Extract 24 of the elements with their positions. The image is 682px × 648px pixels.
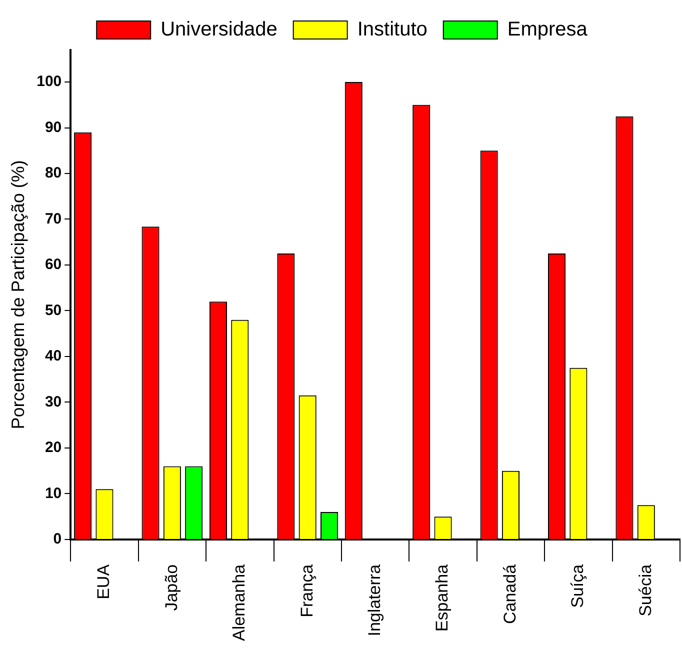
- y-tick-label: 70: [44, 210, 62, 228]
- x-tick-label: Espanha: [432, 564, 452, 632]
- y-tick-label: 80: [44, 164, 62, 182]
- y-tick-label: 60: [44, 256, 62, 274]
- y-tick-label: 0: [53, 530, 62, 548]
- x-tick-label: Alemanha: [230, 564, 249, 642]
- x-tick-label: Inglaterra: [365, 564, 384, 636]
- legend-label: Instituto: [357, 18, 428, 41]
- y-tick-label: 40: [44, 348, 62, 365]
- x-tick-label: Suécia: [636, 564, 655, 616]
- y-tick-label: 90: [44, 118, 62, 136]
- legend-label: Empresa: [507, 18, 588, 41]
- y-tick-label: 20: [44, 439, 62, 456]
- legend-label: Universidade: [160, 18, 278, 41]
- y-tick-label: 100: [36, 73, 62, 90]
- x-tick-label: Canadá: [500, 564, 520, 624]
- y-tick-label: 10: [44, 484, 62, 502]
- x-tick-label: Japão: [162, 564, 181, 611]
- x-tick-label: EUA: [94, 564, 114, 600]
- y-tick-label: 50: [44, 302, 62, 319]
- x-tick-label: França: [297, 564, 316, 618]
- y-axis-title: Porcentagem de Participação (%): [8, 160, 28, 430]
- x-tick-label: Suíça: [568, 564, 588, 608]
- y-tick-label: 30: [44, 393, 62, 410]
